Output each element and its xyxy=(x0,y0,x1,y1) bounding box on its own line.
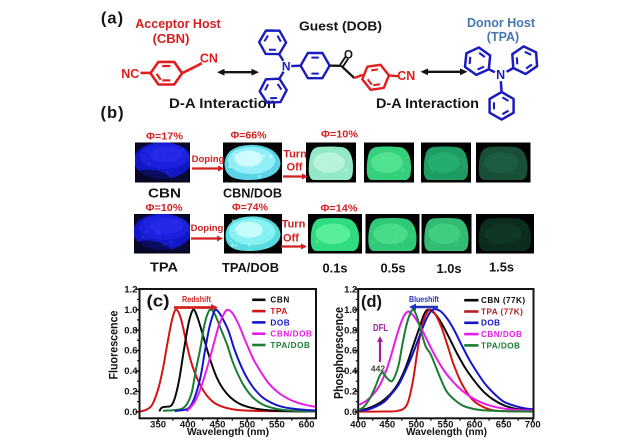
svg-text:400: 400 xyxy=(350,420,366,431)
svg-text:1.5s: 1.5s xyxy=(489,260,514,275)
svg-text:350: 350 xyxy=(150,420,166,431)
svg-text:1.0: 1.0 xyxy=(344,305,357,316)
svg-text:0.8: 0.8 xyxy=(344,325,357,336)
svg-text:442: 442 xyxy=(371,364,385,374)
svg-text:CN: CN xyxy=(397,69,415,83)
svg-text:Blueshift: Blueshift xyxy=(409,295,439,304)
svg-text:1.2: 1.2 xyxy=(344,284,357,295)
svg-text:450: 450 xyxy=(379,420,395,431)
svg-text:Donor Host: Donor Host xyxy=(467,15,536,30)
svg-text:CBN/DOB: CBN/DOB xyxy=(481,330,522,339)
svg-text:CBN (77K): CBN (77K) xyxy=(481,296,526,305)
svg-text:450: 450 xyxy=(210,420,226,431)
svg-text:1.0s: 1.0s xyxy=(437,261,462,276)
svg-text:0.0: 0.0 xyxy=(124,407,137,418)
svg-text:Redshift: Redshift xyxy=(182,295,211,304)
svg-text:0.6: 0.6 xyxy=(124,346,137,357)
svg-text:Φ=66%: Φ=66% xyxy=(231,131,267,142)
svg-text:Doping: Doping xyxy=(192,154,225,165)
svg-text:Guest (DOB): Guest (DOB) xyxy=(299,19,382,34)
svg-text:Φ=17%: Φ=17% xyxy=(146,132,183,143)
svg-text:CBN: CBN xyxy=(148,186,181,201)
svg-text:Wavelength (nm): Wavelength (nm) xyxy=(187,426,269,438)
svg-text:N: N xyxy=(282,59,291,73)
svg-text:0.4: 0.4 xyxy=(344,366,358,377)
svg-text:DFL: DFL xyxy=(373,323,388,334)
svg-text:DOB: DOB xyxy=(481,319,501,328)
svg-text:Acceptor Host: Acceptor Host xyxy=(135,17,221,31)
svg-text:Φ=10%: Φ=10% xyxy=(321,130,358,141)
svg-text:TPA (77K): TPA (77K) xyxy=(481,307,523,316)
svg-text:400: 400 xyxy=(180,420,196,431)
svg-text:O: O xyxy=(344,50,353,62)
svg-text:Φ=14%: Φ=14% xyxy=(321,204,358,215)
svg-text:Phosphorescence: Phosphorescence xyxy=(331,307,346,399)
svg-text:1.0: 1.0 xyxy=(124,305,137,316)
svg-text:Φ=10%: Φ=10% xyxy=(146,203,183,214)
svg-text:0.6: 0.6 xyxy=(344,346,357,357)
svg-text:550: 550 xyxy=(438,420,454,431)
svg-text:Turn: Turn xyxy=(283,149,307,161)
svg-text:TPA: TPA xyxy=(150,260,179,275)
svg-text:(b): (b) xyxy=(101,104,125,122)
svg-text:D-A Interaction: D-A Interaction xyxy=(376,96,479,111)
svg-text:0.2: 0.2 xyxy=(344,387,357,398)
svg-text:TPA/DOB: TPA/DOB xyxy=(222,260,279,275)
svg-text:1.2: 1.2 xyxy=(124,284,137,295)
svg-text:CBN/DOB: CBN/DOB xyxy=(223,186,282,201)
svg-text:650: 650 xyxy=(496,420,512,431)
svg-text:Off: Off xyxy=(287,162,303,174)
svg-text:500: 500 xyxy=(239,420,255,431)
svg-text:500: 500 xyxy=(408,420,424,431)
svg-text:D-A Interaction: D-A Interaction xyxy=(169,96,276,111)
svg-text:0.4: 0.4 xyxy=(124,366,138,377)
svg-text:DOB: DOB xyxy=(270,318,290,327)
svg-text:600: 600 xyxy=(299,420,315,431)
svg-text:Fluorescence: Fluorescence xyxy=(107,310,121,379)
svg-text:CBN/DOB: CBN/DOB xyxy=(270,330,312,339)
svg-text:Wavelength (nm): Wavelength (nm) xyxy=(406,426,487,438)
svg-text:0.1s: 0.1s xyxy=(323,261,348,276)
svg-text:Φ=74%: Φ=74% xyxy=(232,203,268,214)
svg-text:0.0: 0.0 xyxy=(344,407,357,418)
svg-text:N: N xyxy=(496,68,505,82)
svg-text:CN: CN xyxy=(200,52,218,66)
svg-text:TPA/DOB: TPA/DOB xyxy=(481,341,520,350)
svg-text:(a): (a) xyxy=(101,10,124,28)
svg-text:Doping: Doping xyxy=(191,223,224,234)
svg-text:TPA: TPA xyxy=(270,307,287,316)
svg-text:NC: NC xyxy=(121,67,139,81)
svg-text:(c): (c) xyxy=(147,293,170,311)
svg-text:(TPA): (TPA) xyxy=(487,30,519,44)
svg-text:(d): (d) xyxy=(361,293,382,311)
svg-text:0.2: 0.2 xyxy=(124,387,137,398)
svg-text:Turn: Turn xyxy=(282,219,306,231)
svg-text:550: 550 xyxy=(269,420,285,431)
svg-text:Off: Off xyxy=(283,233,299,245)
svg-text:TPA/DOB: TPA/DOB xyxy=(270,341,310,350)
svg-text:0.8: 0.8 xyxy=(124,325,137,336)
svg-text:700: 700 xyxy=(525,420,541,431)
svg-text:600: 600 xyxy=(467,420,483,431)
svg-text:CBN: CBN xyxy=(270,296,289,305)
svg-text:0.5s: 0.5s xyxy=(381,261,406,276)
svg-text:(CBN): (CBN) xyxy=(153,31,190,46)
